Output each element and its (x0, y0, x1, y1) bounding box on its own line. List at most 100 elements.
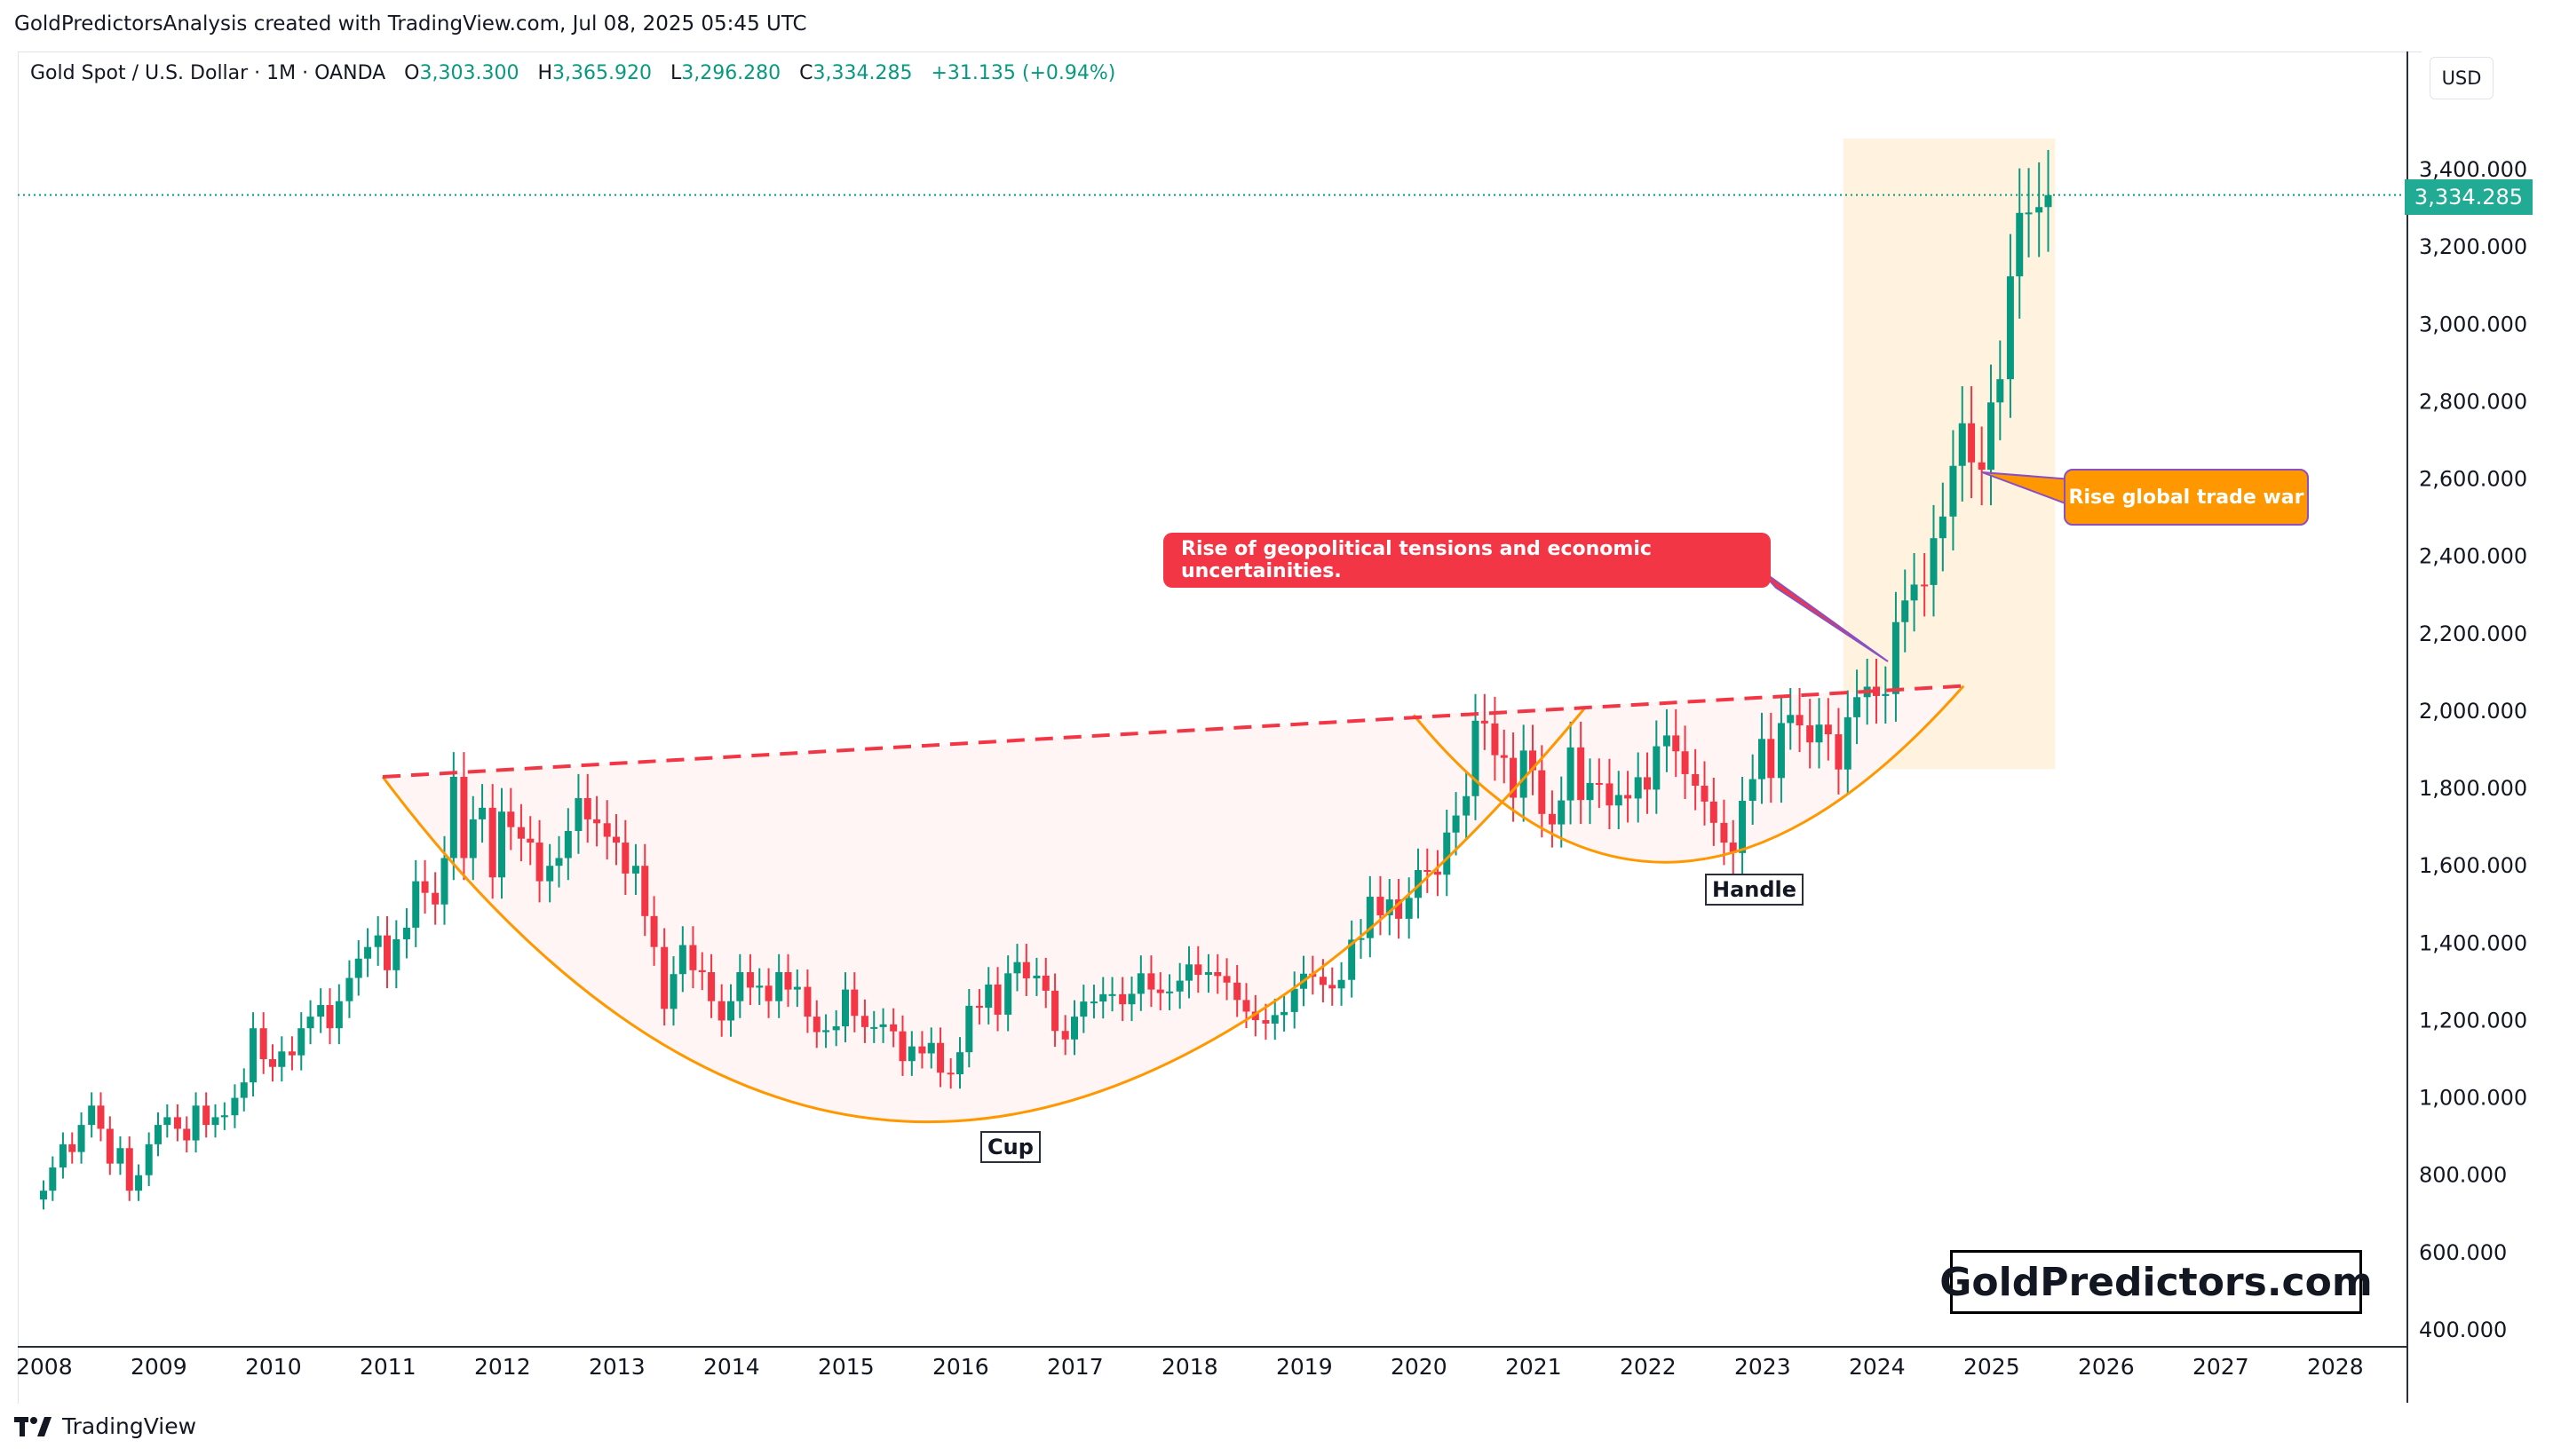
candle-body (278, 1051, 286, 1067)
time-tick-label: 2019 (1276, 1354, 1333, 1380)
annotation-geopolitics[interactable]: Rise of geopolitical tensions and econom… (1163, 533, 1771, 588)
candle-body (1080, 1001, 1088, 1017)
candle-body (250, 1028, 258, 1083)
candle-body (1061, 1031, 1069, 1040)
symbol-legend[interactable]: Gold Spot / U.S. Dollar · 1M · OANDA O3,… (30, 62, 1115, 84)
candle-body (306, 1017, 314, 1029)
candle-body (965, 1005, 973, 1053)
candle-body (631, 866, 639, 874)
candle-body (1137, 973, 1145, 994)
candle-body (1366, 897, 1374, 938)
candle-body (1385, 899, 1393, 915)
candle-body (793, 986, 801, 990)
candle-body (1405, 898, 1413, 919)
candle-body (1662, 735, 1670, 747)
candle-body (1328, 985, 1336, 989)
candle-body (746, 972, 754, 988)
candle-body (1176, 980, 1184, 992)
candle-body (718, 1001, 725, 1021)
candle-body (1119, 993, 1127, 1005)
candle-body (1156, 989, 1164, 993)
candle-body (1099, 993, 1107, 1002)
time-tick-label: 2017 (1047, 1354, 1104, 1380)
chart-pane[interactable] (18, 51, 2422, 1404)
candle-body (756, 985, 764, 988)
candle-body (1463, 795, 1471, 816)
price-axis-labels: 400.000 600.000 800.000 1,000.000 1,200.000 1… (2419, 157, 2527, 1342)
candle-body (1566, 747, 1574, 801)
candle-body (1558, 800, 1566, 825)
candle-body (784, 972, 792, 990)
candle-body (192, 1105, 200, 1141)
candle-body (1653, 746, 1661, 790)
candle-body (1644, 777, 1651, 790)
candle-body (1806, 725, 1814, 743)
candle-body (498, 811, 505, 878)
candle-body (1882, 693, 1890, 696)
cup-label[interactable]: Cup (980, 1131, 1041, 1163)
candle-body (2006, 276, 2014, 380)
candle-body (765, 985, 773, 1001)
candle-body (116, 1148, 124, 1164)
tradingview-logo-icon (14, 1416, 52, 1436)
open-value: 3,303.300 (419, 62, 519, 84)
candle-body (899, 1031, 907, 1062)
close-value: 3,334.285 (813, 62, 913, 84)
candle-body (1348, 939, 1356, 980)
high-value: 3,365.920 (551, 62, 652, 84)
price-tick-label: 2,200.000 (2419, 621, 2527, 646)
candle-body (1720, 822, 1728, 843)
time-axis-border (18, 1346, 2408, 1348)
annotation-trade-war[interactable]: Rise global trade war (2064, 469, 2309, 526)
candle-body (1233, 982, 1241, 1001)
candle-body (1739, 801, 1747, 853)
candle-body (1004, 973, 1012, 1015)
candle-body (1767, 739, 1775, 779)
time-tick-label: 2013 (589, 1354, 646, 1380)
candle-body (173, 1117, 181, 1129)
candle-body (1071, 1017, 1078, 1040)
close-label: C (799, 62, 813, 84)
candle-body (870, 1026, 878, 1029)
candle-body (1491, 723, 1499, 756)
candle-body (335, 1001, 343, 1029)
candle-body (392, 938, 400, 970)
candle-body (575, 797, 583, 831)
candle-body (2016, 212, 2024, 277)
currency-button[interactable]: USD (2430, 57, 2494, 99)
candle-body (927, 1042, 935, 1054)
candle-body (804, 986, 812, 1017)
candle-body (1185, 964, 1193, 981)
price-tick-label: 1,800.000 (2419, 776, 2527, 801)
time-tick-label: 2020 (1391, 1354, 1447, 1380)
candle-body (661, 946, 669, 1009)
time-tick-label: 2027 (2192, 1354, 2249, 1380)
candle-body (40, 1191, 47, 1200)
candle-body (1634, 777, 1642, 799)
candle-body (77, 1125, 85, 1152)
candle-body (564, 830, 572, 859)
time-tick-label: 2008 (16, 1354, 73, 1380)
candle-body (269, 1059, 276, 1067)
price-axis-border (2406, 51, 2408, 1403)
time-tick-label: 2023 (1734, 1354, 1791, 1380)
candle-body (1701, 786, 1709, 802)
price-tick-label: 2,600.000 (2419, 467, 2527, 492)
handle-label[interactable]: Handle (1705, 874, 1804, 906)
chart-caption: GoldPredictorsAnalysis created with Trad… (14, 12, 807, 36)
price-tick-label: 2,000.000 (2419, 699, 2527, 724)
price-tick-label: 1,400.000 (2419, 930, 2527, 955)
candle-body (1930, 538, 1938, 585)
tradingview-brand[interactable]: TradingView (14, 1413, 196, 1439)
candle-body (449, 776, 457, 859)
candle-body (220, 1115, 228, 1118)
low-label: L (670, 62, 682, 84)
candle-body (813, 1017, 821, 1033)
candle-body (1538, 770, 1546, 814)
low-value: 3,296.280 (681, 62, 781, 84)
candle-body (1166, 991, 1174, 993)
candle-body (879, 1024, 887, 1027)
candle-body (918, 1046, 926, 1054)
candle-body (1443, 832, 1451, 875)
